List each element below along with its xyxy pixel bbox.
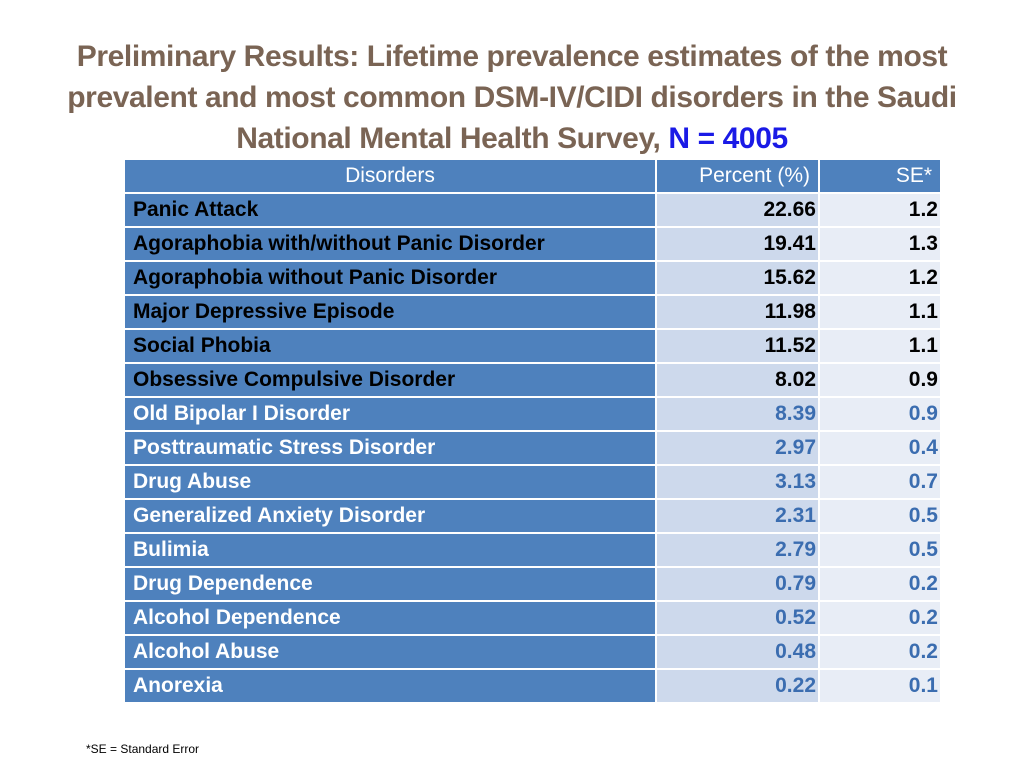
- table-body: Panic Attack 22.66 1.2 Agoraphobia with/wit…: [123, 192, 942, 704]
- se-cell: 0.7: [818, 464, 942, 500]
- percent-cell: 2.79: [655, 532, 820, 568]
- sample-size: N = 4005: [668, 122, 788, 155]
- percent-cell: 22.66: [655, 192, 820, 228]
- percent-cell: 2.31: [655, 498, 820, 534]
- se-cell: 1.1: [818, 328, 942, 364]
- table-row: Agoraphobia with/without Panic Disorder 1…: [123, 226, 942, 262]
- percent-cell: 0.22: [655, 668, 820, 704]
- se-cell: 0.1: [818, 668, 942, 704]
- percent-cell: 11.52: [655, 328, 820, 364]
- percent-cell: 2.97: [655, 430, 820, 466]
- table-row: Old Bipolar I Disorder 8.39 0.9: [123, 396, 942, 432]
- se-cell: 1.2: [818, 260, 942, 296]
- slide-title: Preliminary Results: Lifetime prevalence…: [40, 36, 984, 159]
- table-row: Panic Attack 22.66 1.2: [123, 192, 942, 228]
- disorder-cell: Social Phobia: [123, 328, 657, 364]
- table-row: Alcohol Abuse 0.48 0.2: [123, 634, 942, 670]
- table-row: Social Phobia 11.52 1.1: [123, 328, 942, 364]
- disorder-cell: Alcohol Abuse: [123, 634, 657, 670]
- disorder-cell: Major Depressive Episode: [123, 294, 657, 330]
- table-row: Major Depressive Episode 11.98 1.1: [123, 294, 942, 330]
- disorder-cell: Agoraphobia with/without Panic Disorder: [123, 226, 657, 262]
- percent-cell: 19.41: [655, 226, 820, 262]
- se-cell: 0.5: [818, 498, 942, 534]
- se-cell: 0.9: [818, 396, 942, 432]
- table-row: Drug Dependence 0.79 0.2: [123, 566, 942, 602]
- table-row: Bulimia 2.79 0.5: [123, 532, 942, 568]
- percent-cell: 0.79: [655, 566, 820, 602]
- percent-cell: 0.52: [655, 600, 820, 636]
- se-cell: 0.2: [818, 600, 942, 636]
- table-row: Generalized Anxiety Disorder 2.31 0.5: [123, 498, 942, 534]
- disorder-cell: Old Bipolar I Disorder: [123, 396, 657, 432]
- percent-cell: 3.13: [655, 464, 820, 500]
- percent-cell: 8.39: [655, 396, 820, 432]
- table-row: Posttraumatic Stress Disorder 2.97 0.4: [123, 430, 942, 466]
- se-cell: 1.3: [818, 226, 942, 262]
- table-row: Drug Abuse 3.13 0.7: [123, 464, 942, 500]
- table-row: Agoraphobia without Panic Disorder 15.62 1…: [123, 260, 942, 296]
- table-row: Alcohol Dependence 0.52 0.2: [123, 600, 942, 636]
- se-cell: 1.1: [818, 294, 942, 330]
- table-header-row: Disorders Percent (%) SE*: [123, 158, 942, 194]
- table-row: Obsessive Compulsive Disorder 8.02 0.9: [123, 362, 942, 398]
- footnote: *SE = Standard Error: [86, 742, 200, 756]
- se-cell: 0.4: [818, 430, 942, 466]
- disorder-cell: Drug Dependence: [123, 566, 657, 602]
- percent-cell: 8.02: [655, 362, 820, 398]
- disorder-cell: Alcohol Dependence: [123, 600, 657, 636]
- percent-cell: 0.48: [655, 634, 820, 670]
- header-disorders: Disorders: [123, 158, 657, 194]
- disorder-cell: Panic Attack: [123, 192, 657, 228]
- disorder-cell: Obsessive Compulsive Disorder: [123, 362, 657, 398]
- title-text: Preliminary Results: Lifetime prevalence…: [67, 40, 957, 155]
- disorder-cell: Anorexia: [123, 668, 657, 704]
- disorder-cell: Agoraphobia without Panic Disorder: [123, 260, 657, 296]
- se-cell: 1.2: [818, 192, 942, 228]
- header-percent: Percent (%): [655, 158, 820, 194]
- percent-cell: 11.98: [655, 294, 820, 330]
- prevalence-table: Disorders Percent (%) SE* Panic Attack 22…: [123, 158, 942, 704]
- se-cell: 0.9: [818, 362, 942, 398]
- disorder-cell: Posttraumatic Stress Disorder: [123, 430, 657, 466]
- se-cell: 0.2: [818, 566, 942, 602]
- disorder-cell: Drug Abuse: [123, 464, 657, 500]
- header-se: SE*: [818, 158, 942, 194]
- se-cell: 0.5: [818, 532, 942, 568]
- se-cell: 0.2: [818, 634, 942, 670]
- disorder-cell: Bulimia: [123, 532, 657, 568]
- table-row: Anorexia 0.22 0.1: [123, 668, 942, 704]
- disorder-cell: Generalized Anxiety Disorder: [123, 498, 657, 534]
- percent-cell: 15.62: [655, 260, 820, 296]
